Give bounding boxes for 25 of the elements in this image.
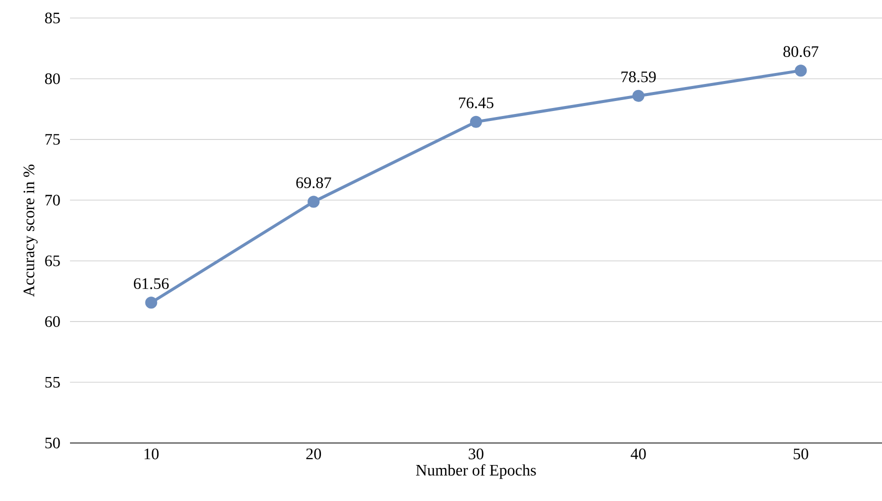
y-tick-label: 75 xyxy=(46,134,60,145)
point xyxy=(794,64,807,77)
point xyxy=(632,90,644,102)
y-tick-label: 55 xyxy=(45,376,60,388)
point xyxy=(145,296,158,309)
x-tick-label: 10 xyxy=(144,448,159,460)
y-tick-label: 80 xyxy=(45,73,60,84)
y-tick-label: 60 xyxy=(45,316,60,327)
point xyxy=(308,196,320,208)
point xyxy=(470,116,482,128)
x-tick-label: 40 xyxy=(630,448,646,460)
data-label: 78.59 xyxy=(621,71,656,82)
y-tick-label: 50 xyxy=(45,438,60,448)
data-label: 76.45 xyxy=(459,97,494,108)
x-tick-label: 20 xyxy=(306,448,321,460)
x-tick-label: 50 xyxy=(794,448,808,460)
x-tick-label: 30 xyxy=(468,448,484,460)
y-axis-title: Accuracy score in % xyxy=(24,164,38,297)
data-label: 69.87 xyxy=(296,177,332,188)
y-tick-label: 65 xyxy=(45,255,60,266)
data-label: 61.56 xyxy=(134,278,169,290)
data-label: 80.67 xyxy=(783,46,818,58)
x-axis-title: Number of Epochs xyxy=(416,464,536,479)
y-tick-label: 70 xyxy=(46,194,60,206)
y-tick-label: 85 xyxy=(45,12,60,24)
